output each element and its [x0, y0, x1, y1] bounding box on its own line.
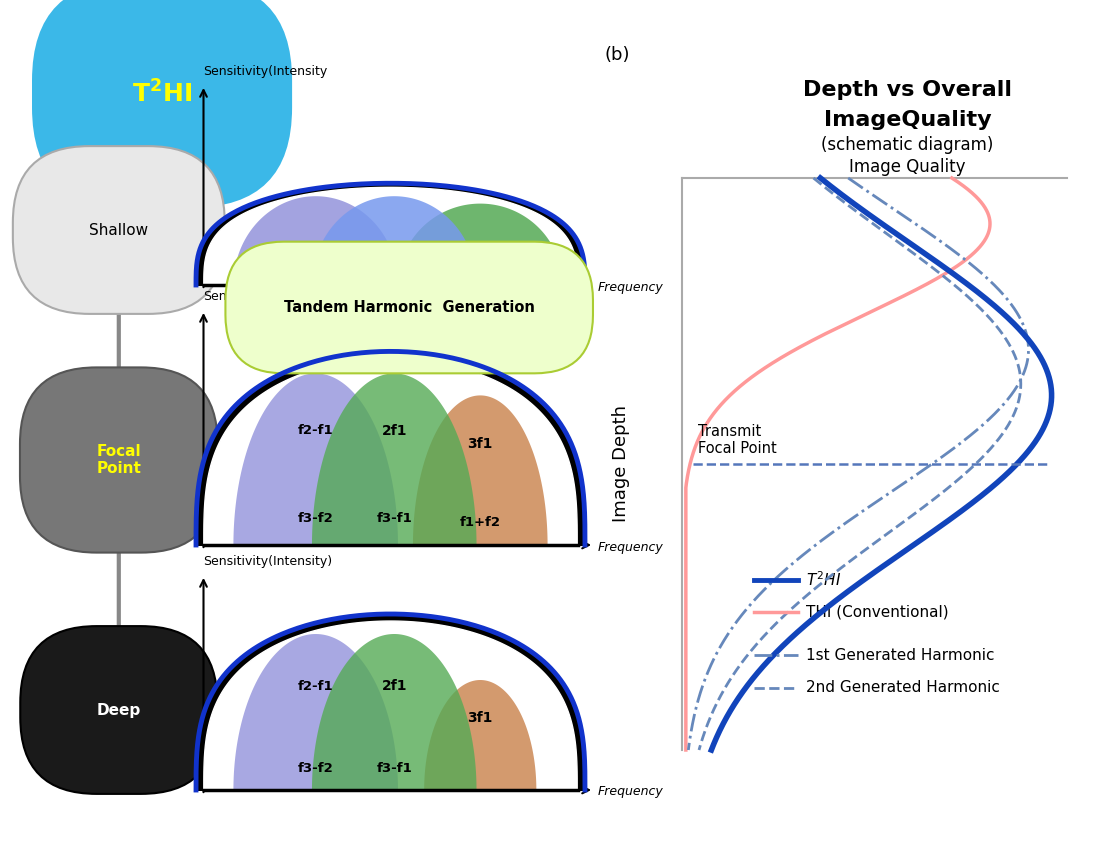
Text: f3-f1: f3-f1 — [376, 762, 412, 774]
Text: Deep: Deep — [97, 702, 141, 717]
Polygon shape — [233, 462, 398, 545]
Text: Frequency: Frequency — [597, 280, 663, 293]
Polygon shape — [204, 621, 578, 790]
Text: (b): (b) — [605, 46, 630, 64]
Text: f3-f1: f3-f1 — [376, 512, 412, 525]
Polygon shape — [312, 373, 476, 545]
Text: ImageQuality: ImageQuality — [824, 110, 991, 130]
Text: f1+f2: f1+f2 — [460, 517, 500, 530]
Text: Depth vs Overall: Depth vs Overall — [803, 80, 1012, 100]
Text: Sensitivity(Intensity: Sensitivity(Intensity — [204, 65, 328, 78]
Text: (schematic diagram): (schematic diagram) — [822, 136, 993, 154]
Polygon shape — [412, 395, 548, 545]
Polygon shape — [312, 196, 476, 285]
Text: Frequency: Frequency — [597, 541, 663, 553]
Text: Image Depth: Image Depth — [613, 405, 630, 523]
Text: Frequency: Frequency — [597, 785, 663, 798]
Polygon shape — [233, 196, 398, 285]
Text: THI (Conventional): THI (Conventional) — [806, 604, 949, 620]
Polygon shape — [204, 452, 578, 545]
Text: 3f1: 3f1 — [468, 711, 493, 725]
Text: f2-f1: f2-f1 — [298, 679, 333, 693]
Polygon shape — [312, 462, 476, 545]
Text: 3f1: 3f1 — [468, 437, 493, 451]
Polygon shape — [398, 204, 562, 285]
Text: (a): (a) — [126, 46, 152, 64]
Text: f2-f1: f2-f1 — [298, 424, 333, 437]
Text: Tandem Harmonic  Generation: Tandem Harmonic Generation — [284, 300, 535, 315]
Text: Sensitivity(Intensity): Sensitivity(Intensity) — [204, 290, 332, 303]
Polygon shape — [204, 187, 578, 285]
Polygon shape — [312, 722, 476, 790]
Polygon shape — [398, 470, 562, 545]
Polygon shape — [196, 614, 585, 790]
Text: Shallow: Shallow — [89, 223, 148, 237]
Text: Sensitivity(Intensity): Sensitivity(Intensity) — [204, 555, 332, 568]
Polygon shape — [204, 713, 578, 790]
Text: 2f1: 2f1 — [382, 423, 407, 438]
Polygon shape — [312, 634, 476, 790]
Text: f3-f1: f3-f1 — [376, 245, 412, 258]
Polygon shape — [233, 634, 398, 790]
Polygon shape — [233, 722, 398, 790]
Polygon shape — [204, 360, 578, 545]
Text: 1st Generated Harmonic: 1st Generated Harmonic — [806, 648, 994, 662]
Polygon shape — [233, 373, 398, 545]
Polygon shape — [196, 710, 585, 790]
Polygon shape — [196, 184, 585, 285]
Text: $T^2HI$: $T^2HI$ — [806, 570, 842, 589]
Text: Image Quality: Image Quality — [849, 158, 966, 176]
Text: f3-f2: f3-f2 — [297, 245, 334, 258]
Text: f3-f2: f3-f2 — [298, 762, 333, 774]
Text: $\mathbf{T^2HI}$: $\mathbf{T^2HI}$ — [132, 81, 192, 108]
Text: Focal
Point: Focal Point — [97, 444, 141, 476]
Polygon shape — [425, 680, 537, 790]
Text: Transmit
Focal Point: Transmit Focal Point — [698, 423, 778, 456]
Text: 2nd Generated Harmonic: 2nd Generated Harmonic — [806, 681, 1000, 695]
Text: f1+f2: f1+f2 — [459, 248, 502, 263]
Polygon shape — [196, 448, 585, 545]
Text: 2f1: 2f1 — [382, 679, 407, 693]
Polygon shape — [196, 351, 585, 545]
Text: f3-f2: f3-f2 — [298, 512, 333, 525]
